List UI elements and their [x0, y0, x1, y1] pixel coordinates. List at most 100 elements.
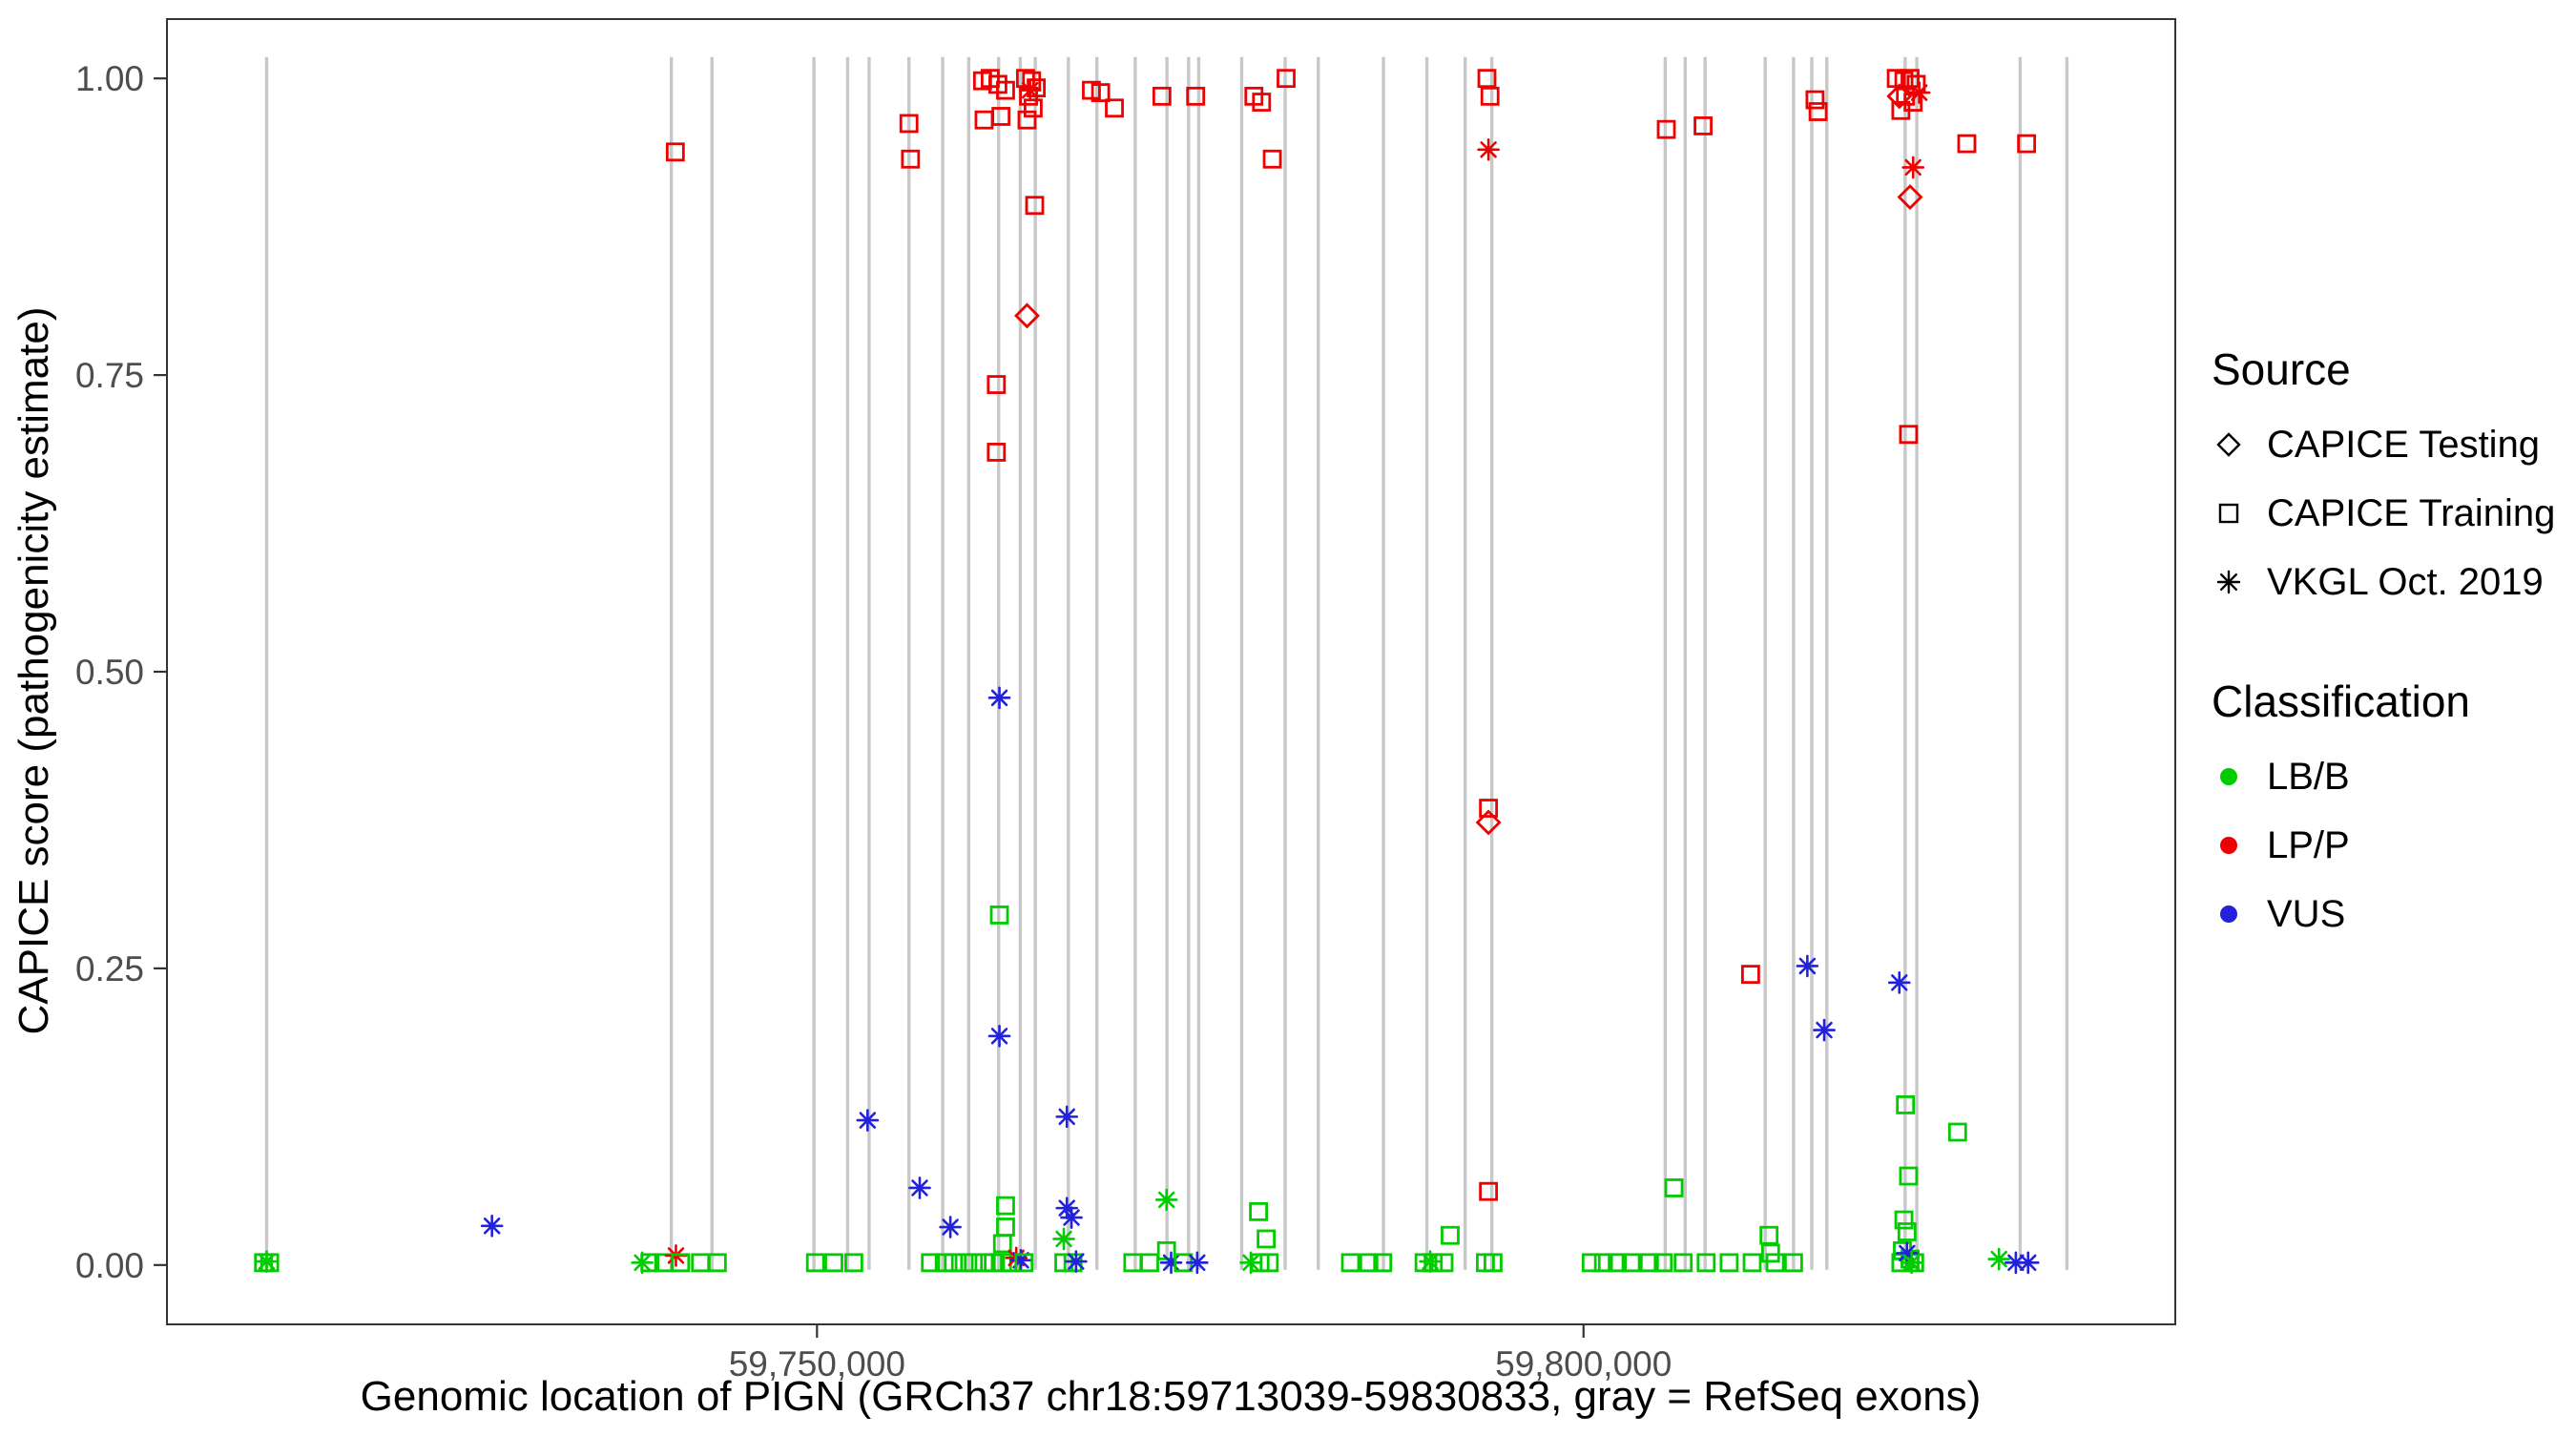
diamond-icon: [2216, 432, 2241, 457]
data-point: [996, 1196, 1015, 1216]
legend-item-lpp: LP/P: [2212, 811, 2555, 880]
data-point: [665, 142, 685, 162]
panel-border: [166, 18, 2176, 1325]
data-point: [1277, 69, 1296, 89]
axis-ticks: 59,750,000 59,800,000 0.00 0.25 0.50 0.75 1.00: [75, 59, 1672, 1384]
data-point: [991, 107, 1011, 126]
data-point: [1907, 81, 1931, 104]
data-point: [1760, 1243, 1780, 1263]
data-point: [480, 1214, 504, 1238]
data-point: [944, 1253, 964, 1273]
data-point: [989, 905, 1009, 925]
data-point: [856, 1109, 880, 1132]
data-point: [1477, 69, 1497, 89]
legend-item-capice-testing: CAPICE Testing: [2212, 410, 2555, 479]
data-point: [1957, 134, 1977, 154]
data-points-layer: [254, 69, 2040, 1275]
data-point: [1013, 302, 1040, 329]
x-tick-label: 59,750,000: [729, 1344, 905, 1384]
data-point: [824, 1253, 843, 1273]
data-point: [1987, 1247, 2011, 1271]
legend-group-source: Source CAPICE Testing CAPICE Training: [2212, 343, 2555, 616]
data-point: [1886, 83, 1913, 110]
asterisk-icon: [2216, 570, 2241, 594]
data-point: [987, 443, 1007, 462]
data-point: [1052, 1227, 1075, 1251]
data-point: [964, 1253, 984, 1273]
data-point: [1249, 1201, 1268, 1221]
data-point: [1018, 78, 1042, 102]
data-point: [1887, 971, 1911, 994]
data-point: [1581, 1253, 1601, 1273]
data-point: [671, 1253, 691, 1273]
data-point: [1091, 83, 1111, 103]
y-tick-label: 0.50: [75, 653, 144, 692]
x-axis-title: Genomic location of PIGN (GRCh37 chr18:5…: [361, 1373, 1982, 1420]
data-point: [1759, 1225, 1779, 1245]
data-point: [1900, 1251, 1923, 1275]
data-point: [1484, 1253, 1503, 1273]
data-point: [1186, 1251, 1209, 1275]
data-point: [1693, 116, 1713, 135]
data-point: [1441, 1225, 1460, 1245]
data-point: [1899, 425, 1919, 445]
data-point: [1152, 86, 1172, 106]
data-point: [1783, 1253, 1803, 1273]
data-point: [1742, 1253, 1762, 1273]
y-tick-label: 0.00: [75, 1246, 144, 1285]
data-point: [1023, 98, 1043, 118]
data-point: [1621, 1253, 1641, 1273]
data-point: [1813, 1018, 1836, 1042]
circle-icon: [2220, 905, 2237, 923]
data-point: [1901, 69, 1920, 89]
legend-item-vkgl: VKGL Oct. 2019: [2212, 548, 2555, 616]
data-point: [1140, 1253, 1159, 1273]
data-point: [1186, 86, 1206, 106]
legend-group-classification: Classification LB/B LP/P VUS: [2212, 676, 2555, 948]
legend-item-label: CAPICE Testing: [2267, 423, 2541, 466]
data-point: [1017, 110, 1037, 130]
data-point: [1154, 1188, 1178, 1212]
data-point: [1373, 1253, 1393, 1273]
data-point: [1673, 1253, 1693, 1273]
data-point: [1639, 1253, 1659, 1273]
data-point: [1719, 1253, 1739, 1273]
data-point: [1419, 1250, 1442, 1273]
data-point: [843, 1253, 863, 1273]
data-point: [1653, 1253, 1673, 1273]
data-point: [987, 375, 1007, 394]
data-point: [992, 1234, 1012, 1254]
y-axis-title: CAPICE score (pathogenicity estimate): [10, 307, 57, 1035]
legend-source-title: Source: [2212, 344, 2351, 394]
data-point: [2017, 134, 2037, 154]
data-point: [1696, 1253, 1716, 1273]
data-point: [987, 686, 1011, 710]
data-point: [1897, 1222, 1917, 1241]
data-point: [1740, 965, 1760, 985]
data-point: [1656, 119, 1676, 139]
data-point: [1475, 809, 1502, 836]
x-tick-label: 59,800,000: [1495, 1344, 1672, 1384]
data-point: [1808, 102, 1828, 121]
data-point: [1796, 954, 1819, 978]
data-point: [1105, 98, 1124, 118]
legend: Source CAPICE Testing CAPICE Training: [2212, 343, 2555, 948]
y-tick-label: 0.25: [75, 949, 144, 989]
data-point: [1894, 1210, 1914, 1230]
legend-classification-title: Classification: [2212, 676, 2470, 726]
legend-item-label: LB/B: [2267, 755, 2350, 798]
data-point: [1252, 93, 1272, 112]
circle-icon: [2220, 768, 2237, 785]
data-point: [1891, 100, 1911, 120]
data-point: [1896, 1095, 1916, 1114]
y-tick-label: 0.75: [75, 356, 144, 395]
data-point: [1901, 156, 1925, 179]
data-point: [1897, 184, 1923, 211]
legend-item-vus: VUS: [2212, 880, 2555, 948]
data-point: [2016, 1251, 2040, 1275]
data-point: [1805, 90, 1825, 110]
data-point: [1947, 1122, 1967, 1142]
legend-item-label: CAPICE Training: [2267, 491, 2556, 534]
data-point: [1262, 149, 1282, 169]
